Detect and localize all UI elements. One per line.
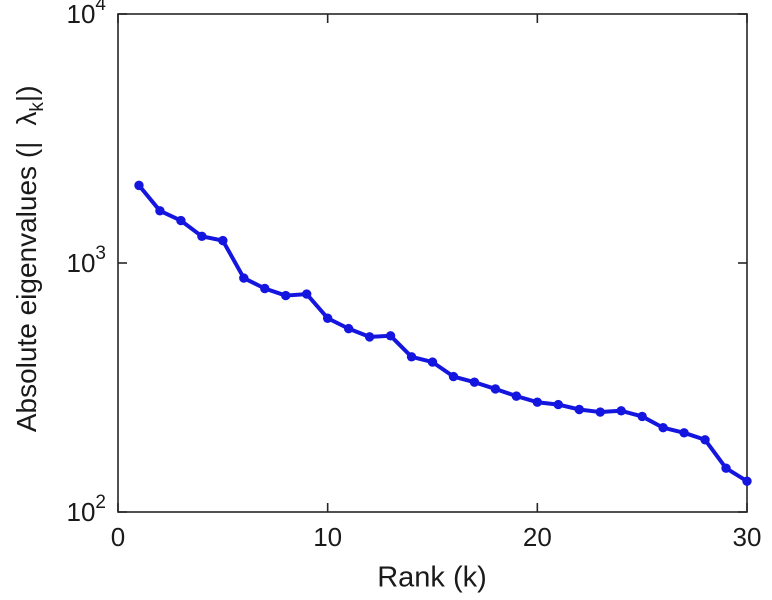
data-point [469, 377, 480, 387]
data-point [322, 313, 333, 323]
x-tick-label: 10 [313, 522, 342, 552]
data-point [176, 215, 186, 226]
data-point [595, 407, 605, 417]
data-point [302, 289, 312, 299]
y-tick-label: 104 [67, 0, 107, 29]
data-point [490, 384, 501, 394]
data-point [281, 290, 291, 301]
y-tick-label: 103 [67, 243, 107, 278]
tick-labels: 0 10 20 30 102 103 104 [67, 0, 762, 552]
y-axis-label: Absolute eigenvalues (| λk|) [11, 39, 49, 479]
absolute-eigenvalues-line [136, 183, 749, 484]
x-tick-label: 20 [523, 522, 552, 552]
lambda-symbol: λ [11, 111, 43, 126]
data-point [134, 180, 144, 191]
x-tick-label: 0 [111, 522, 125, 552]
data-point [574, 404, 584, 415]
axes [117, 13, 748, 513]
plot-box [117, 13, 748, 513]
x-tick-label: 30 [733, 522, 762, 552]
data-point [197, 231, 207, 242]
data-point [742, 476, 752, 486]
lambda-subscript: k [26, 102, 48, 112]
data-point [532, 397, 543, 407]
data-point [218, 235, 228, 246]
data-point [343, 323, 354, 334]
data-point [721, 463, 731, 473]
data-point [700, 435, 710, 445]
data-point [448, 371, 459, 382]
data-point [427, 357, 438, 367]
x-axis-label: Rank (k) [377, 561, 487, 594]
data-point [679, 428, 689, 438]
data-point [511, 391, 522, 401]
data-point [406, 352, 417, 362]
data-point [553, 399, 563, 410]
y-axis-label-suffix: |) [11, 85, 43, 103]
data-point [260, 283, 270, 294]
data-point [658, 423, 668, 433]
y-axis-label-prefix: Absolute eigenvalues (| [11, 141, 43, 433]
data-point [364, 332, 375, 342]
data-point [385, 331, 396, 341]
data-point [616, 406, 626, 416]
y-tick-label: 102 [67, 492, 107, 527]
data-point [155, 206, 165, 216]
data-point [239, 273, 249, 283]
data-series [134, 180, 752, 486]
data-point [637, 411, 647, 422]
